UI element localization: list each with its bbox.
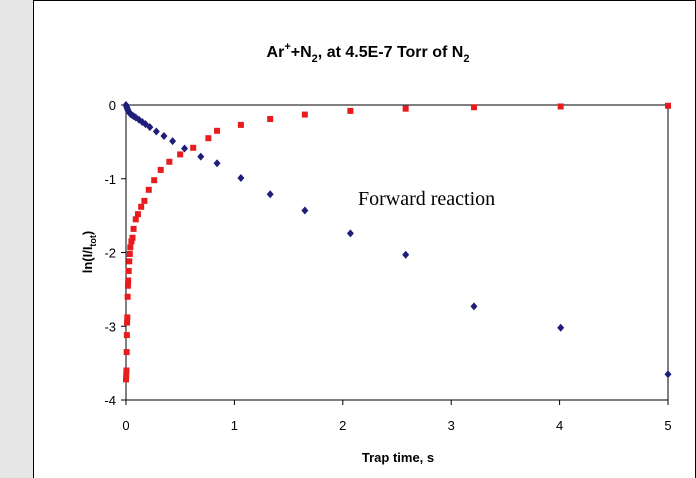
diamond-point (402, 250, 410, 259)
diamond-point (169, 137, 177, 146)
x-tick-label: 0 (122, 418, 129, 433)
chart-area (33, 0, 696, 478)
square-point (125, 267, 132, 274)
square-point (124, 319, 131, 326)
y-axis-title: ln(I/Itot) (80, 231, 98, 274)
y-axis-title-close: ) (80, 231, 95, 235)
square-point (347, 107, 354, 114)
x-tick-label: 5 (664, 418, 671, 433)
chart-title-part: + (284, 41, 290, 53)
x-tick-label: 1 (231, 418, 238, 433)
chart-title-part: , at 4.5E-7 Torr of N (318, 44, 464, 61)
y-tick-label: 0 (109, 98, 116, 113)
square-point (126, 258, 133, 265)
square-point (214, 127, 221, 134)
square-point (123, 367, 130, 374)
diamond-point (557, 323, 565, 332)
square-point (177, 151, 184, 158)
square-point (123, 349, 130, 356)
series-1 (122, 101, 672, 379)
square-point (151, 177, 158, 184)
square-point (205, 135, 212, 142)
y-axis-title-main: ln(I/I (80, 247, 95, 274)
square-point (166, 158, 173, 165)
forward-reaction-annotation: Forward reaction (358, 188, 495, 210)
chart-title-part: 2 (463, 53, 469, 65)
square-point (128, 238, 135, 245)
square-point (301, 111, 308, 118)
chart-title-part: +N (291, 44, 312, 61)
square-point (123, 332, 130, 339)
y-tick-label: -1 (104, 172, 116, 187)
square-point (157, 166, 164, 173)
x-axis-ticks: 0 1 2 3 4 5 (122, 400, 672, 433)
x-tick-label: 2 (339, 418, 346, 433)
square-point (132, 216, 139, 223)
square-point (141, 197, 148, 204)
square-point (267, 116, 274, 123)
square-point (124, 293, 131, 300)
square-point (125, 277, 132, 284)
y-tick-label: -2 (104, 246, 116, 261)
left-margin-band (0, 0, 33, 478)
diamond-point (470, 302, 478, 311)
diamond-point (301, 206, 309, 215)
x-tick-label: 3 (448, 418, 455, 433)
square-point (126, 250, 133, 257)
square-point (124, 282, 131, 289)
square-point (145, 186, 152, 193)
diamond-point (664, 370, 672, 379)
square-point (190, 144, 197, 151)
square-point (470, 104, 477, 111)
diamond-point (146, 123, 154, 132)
chart-title-part: 2 (312, 53, 318, 65)
square-point (402, 105, 409, 112)
square-point (123, 376, 129, 383)
square-point (138, 203, 145, 210)
diamond-point (237, 174, 245, 183)
diamond-point (160, 131, 168, 140)
y-axis-ticks: 0 -1 -2 -3 -4 (104, 98, 126, 408)
diamond-point (213, 159, 221, 168)
square-point (130, 225, 137, 232)
y-tick-label: -3 (104, 319, 116, 334)
x-axis-title: Trap time, s (362, 450, 434, 465)
series-layer (122, 101, 672, 383)
y-axis-title-subscript: tot (88, 235, 98, 247)
x-tick-label: 4 (556, 418, 563, 433)
square-point (124, 314, 131, 321)
diamond-point (152, 127, 160, 136)
square-point (127, 244, 134, 251)
y-tick-label: -4 (104, 393, 116, 408)
diamond-point (181, 144, 189, 153)
square-point (134, 211, 141, 218)
diamond-point (197, 152, 205, 161)
square-point (557, 103, 564, 110)
square-point (129, 234, 136, 241)
square-point (665, 102, 671, 109)
series-2 (123, 102, 671, 383)
square-point (237, 121, 244, 128)
diamond-point (266, 190, 274, 199)
chart-title-part: Ar (267, 44, 285, 61)
square-point (123, 372, 130, 379)
chart-title: Ar++N2, at 4.5E-7 Torr of N2 (267, 41, 470, 65)
diamond-point (346, 229, 354, 238)
